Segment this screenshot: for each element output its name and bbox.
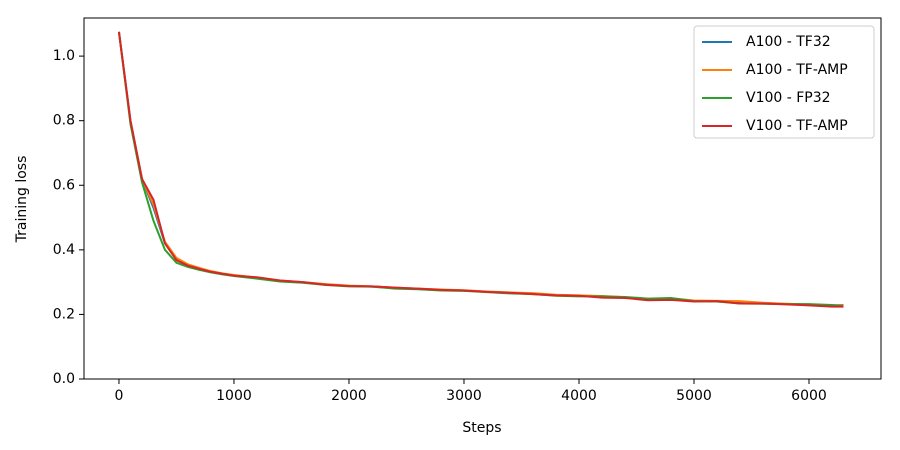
legend-label: A100 - TF32 <box>746 34 831 50</box>
series-line <box>117 31 844 308</box>
x-axis-label: Steps <box>462 420 501 436</box>
legend-label: V100 - TF-AMP <box>746 118 848 134</box>
y-axis-label: Training loss <box>14 156 30 244</box>
plot-frame <box>83 17 882 380</box>
x-tick-label: 0 <box>115 388 124 404</box>
y-tick-label: 0.0 <box>53 371 75 387</box>
legend: A100 - TF32 A100 - TF-AMP V100 - FP32 V100 … <box>693 25 875 139</box>
x-tick-label: 6000 <box>791 388 827 404</box>
y-tick-label: 0.8 <box>53 113 75 129</box>
x-tick-label: 2000 <box>331 388 367 404</box>
x-tick-label: 3000 <box>446 388 482 404</box>
y-tick-label: 0.4 <box>53 242 75 258</box>
legend-box <box>693 25 875 139</box>
y-tick-label: 0.6 <box>53 177 75 193</box>
x-tick-label: 1000 <box>216 388 252 404</box>
legend-label: A100 - TF-AMP <box>746 62 848 78</box>
y-tick-label: 0.2 <box>53 306 75 322</box>
x-tick-label: 5000 <box>676 388 712 404</box>
x-tick-label: 4000 <box>561 388 597 404</box>
legend-label: V100 - FP32 <box>746 90 831 106</box>
y-tick-label: 1.0 <box>53 48 75 64</box>
